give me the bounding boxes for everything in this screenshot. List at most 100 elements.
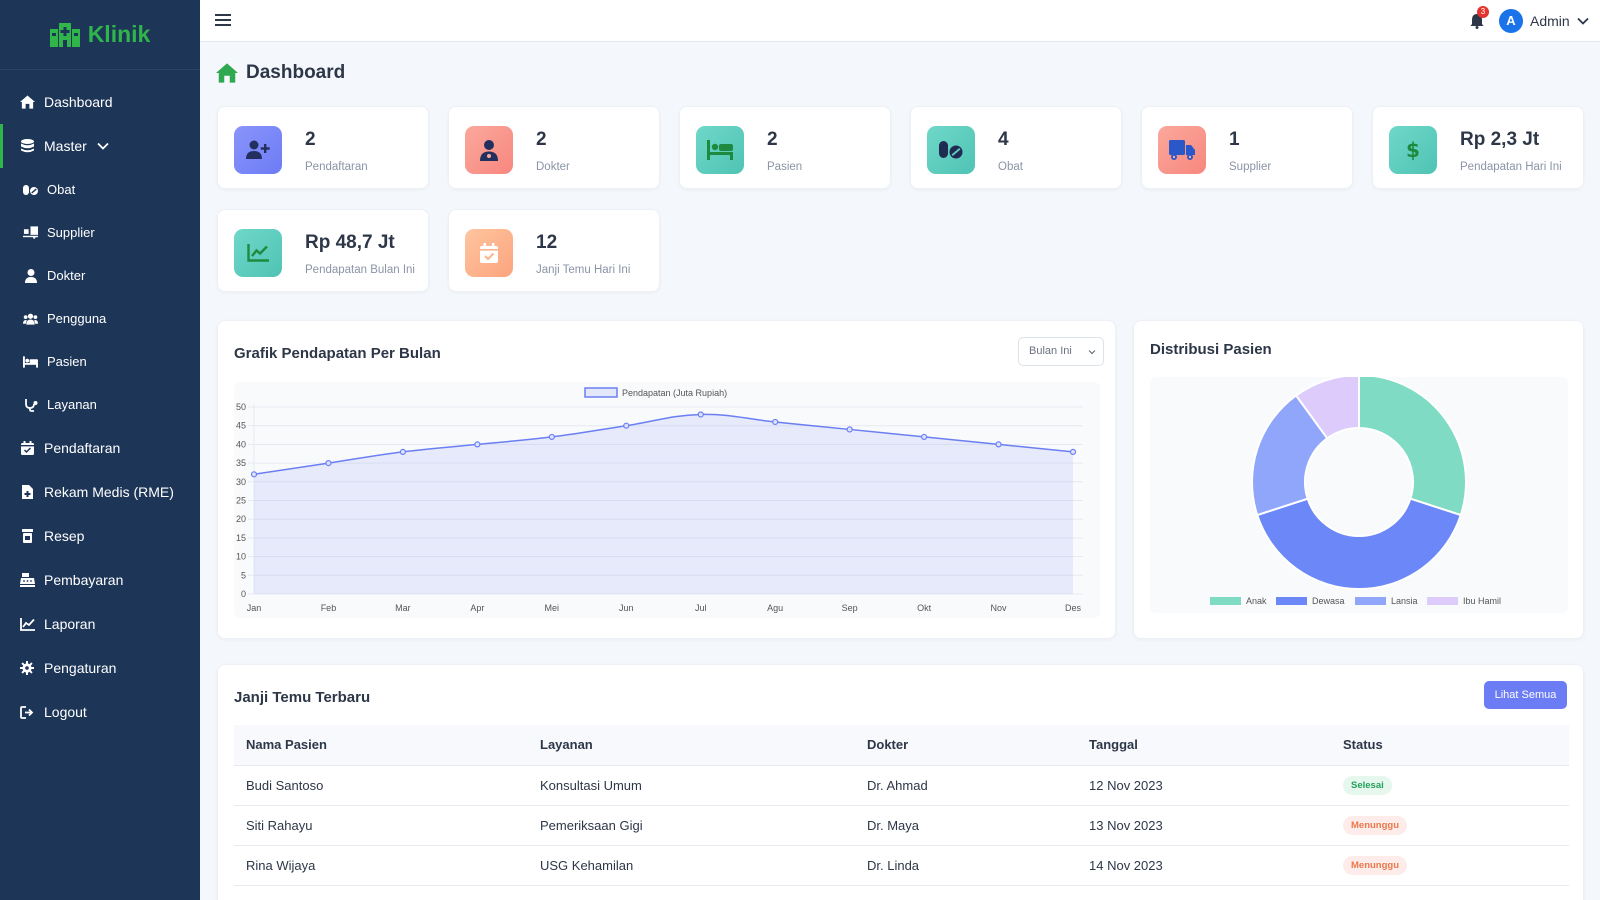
sidebar-item-label: Dashboard — [44, 94, 113, 110]
table-row[interactable]: Budi Santoso Konsultasi Umum Dr. Ahmad 1… — [234, 765, 1569, 806]
sidebar-item-label: Master — [44, 138, 87, 154]
data-point — [1069, 448, 1077, 455]
cell-date: 13 Nov 2023 — [1077, 805, 1331, 846]
donut-slice — [1255, 497, 1463, 590]
hamburger-menu-icon[interactable] — [215, 13, 231, 27]
sidebar-item-label: Pengguna — [47, 311, 107, 326]
home-icon — [19, 94, 35, 110]
calendar-check-icon — [19, 440, 35, 456]
bed-icon — [23, 354, 38, 369]
sidebar-item-logout[interactable]: Logout — [0, 690, 200, 734]
avatar[interactable]: A — [1499, 9, 1523, 33]
sidebar-item-pengguna[interactable]: Pengguna — [0, 297, 200, 340]
truck-icon — [1158, 126, 1206, 174]
stat-card-pendapatan-bulan-ini[interactable]: Rp 48,7 Jt Pendapatan Bulan Ini — [217, 209, 429, 292]
calendar-check-icon — [465, 229, 513, 277]
page-title-wrap: Dashboard — [216, 62, 345, 84]
notification-badge: 3 — [1477, 6, 1489, 18]
table-row[interactable]: Siti Rahayu Pemeriksaan Gigi Dr. Maya 13… — [234, 805, 1569, 846]
x-tick-label: Jan — [247, 603, 262, 613]
stat-card-obat[interactable]: 4 Obat — [910, 106, 1122, 189]
chevron-down-icon[interactable] — [1577, 15, 1589, 27]
x-tick-label: Agu — [767, 603, 783, 613]
stat-card-dokter[interactable]: 2 Dokter — [448, 106, 660, 189]
sidebar-item-layanan[interactable]: Layanan — [0, 383, 200, 426]
sidebar-item-rekam-medis[interactable]: Rekam Medis (RME) — [0, 470, 200, 514]
cell-doctor: Dr. Maya — [855, 805, 1077, 846]
sidebar-item-pengaturan[interactable]: Pengaturan — [0, 646, 200, 690]
column-header[interactable]: Status — [1331, 725, 1569, 766]
stat-label: Obat — [998, 161, 1023, 173]
appointments-panel: Janji Temu Terbaru Lihat Semua Nama Pasi… — [217, 664, 1584, 900]
y-tick-label: 45 — [236, 421, 246, 431]
sidebar-item-dokter[interactable]: Dokter — [0, 254, 200, 297]
cash-register-icon — [19, 572, 35, 588]
x-tick-label: Feb — [321, 603, 337, 613]
legend-swatch — [1355, 597, 1386, 605]
stat-card-pendaftaran[interactable]: 2 Pendaftaran — [217, 106, 429, 189]
legend-swatch — [1427, 597, 1458, 605]
period-select[interactable]: Bulan Ini — [1018, 337, 1104, 366]
sidebar-item-resep[interactable]: Resep — [0, 514, 200, 558]
users-icon — [23, 311, 38, 326]
y-tick-label: 35 — [236, 458, 246, 468]
x-tick-label: Mei — [545, 603, 560, 613]
sidebar-item-obat[interactable]: Obat — [0, 168, 200, 211]
column-header[interactable]: Dokter — [855, 725, 1077, 766]
data-point — [474, 441, 481, 448]
sidebar-item-pendaftaran[interactable]: Pendaftaran — [0, 426, 200, 470]
sidebar-item-master[interactable]: Master — [0, 124, 200, 168]
user-doctor-icon — [23, 268, 38, 283]
status-badge: Selesai — [1343, 775, 1392, 795]
cell-status: Menunggu — [1331, 845, 1569, 886]
cell-patient-name: Budi Santoso — [234, 765, 528, 806]
stat-label: Janji Temu Hari Ini — [536, 264, 631, 276]
sidebar-item-label: Obat — [47, 182, 76, 197]
sidebar-item-label: Resep — [44, 528, 85, 544]
sidebar-item-label: Supplier — [47, 225, 95, 240]
cell-service: USG Kehamilan — [528, 845, 855, 886]
column-header[interactable]: Nama Pasien — [234, 725, 528, 766]
user-plus-icon — [234, 126, 282, 174]
sidebar-item-label: Laporan — [44, 616, 96, 632]
cell-status: Selesai — [1331, 765, 1569, 806]
topbar: 3 A Admin — [200, 0, 1600, 42]
view-all-button[interactable]: Lihat Semua — [1484, 681, 1567, 709]
pills-icon — [23, 182, 38, 197]
data-point — [920, 433, 928, 441]
file-medical-icon — [19, 484, 35, 500]
revenue-line-chart: 0 5 10 15 20 25 30 35 40 45 50 Jan Feb Mar Apr Mei Jun Ju… — [236, 387, 1083, 613]
sidebar-item-pasien[interactable]: Pasien — [0, 340, 200, 383]
stat-card-pasien[interactable]: 2 Pasien — [679, 106, 891, 189]
sidebar-item-supplier[interactable]: Supplier — [0, 211, 200, 254]
page-title: Dashboard — [246, 62, 346, 83]
sidebar-item-dashboard[interactable]: Dashboard — [0, 80, 200, 124]
sidebar-item-label: Pembayaran — [44, 572, 124, 588]
stat-card-supplier[interactable]: 1 Supplier — [1141, 106, 1353, 189]
table-row[interactable]: Rina Wijaya USG Kehamilan Dr. Linda 14 N… — [234, 845, 1569, 886]
x-tick-label: Nov — [991, 603, 1008, 613]
column-header[interactable]: Tanggal — [1077, 725, 1331, 766]
user-doctor-icon — [465, 126, 513, 174]
sidebar-nav: Dashboard Master Obat Supplier Dokter Pe… — [0, 70, 200, 734]
stat-card-pendapatan-hari-ini[interactable]: $ Rp 2,3 Jt Pendapatan Hari Ini — [1372, 106, 1584, 189]
stat-label: Pendapatan Hari Ini — [1460, 161, 1562, 173]
y-tick-label: 25 — [236, 496, 246, 506]
column-header[interactable]: Layanan — [528, 725, 855, 766]
donut-chart-area: Anak Dewasa Lansia Ibu Hamil — [1150, 373, 1568, 613]
chart-line-icon — [234, 229, 282, 277]
gear-icon — [19, 660, 35, 676]
brand[interactable]: Klinik — [0, 0, 200, 70]
user-name[interactable]: Admin — [1530, 13, 1570, 29]
sidebar-item-label: Dokter — [47, 268, 86, 283]
stat-card-janji-temu[interactable]: 12 Janji Temu Hari Ini — [448, 209, 660, 292]
donut-slice — [1358, 373, 1467, 517]
stat-label: Pasien — [767, 161, 803, 173]
stat-value: 2 — [305, 129, 316, 150]
chevron-down-icon — [1088, 350, 1096, 355]
sidebar-item-laporan[interactable]: Laporan — [0, 602, 200, 646]
table-header-row: Nama Pasien Layanan Dokter Tanggal Statu… — [234, 725, 1569, 766]
data-point — [697, 411, 704, 418]
status-badge: Menunggu — [1343, 855, 1408, 875]
sidebar-item-pembayaran[interactable]: Pembayaran — [0, 558, 200, 602]
